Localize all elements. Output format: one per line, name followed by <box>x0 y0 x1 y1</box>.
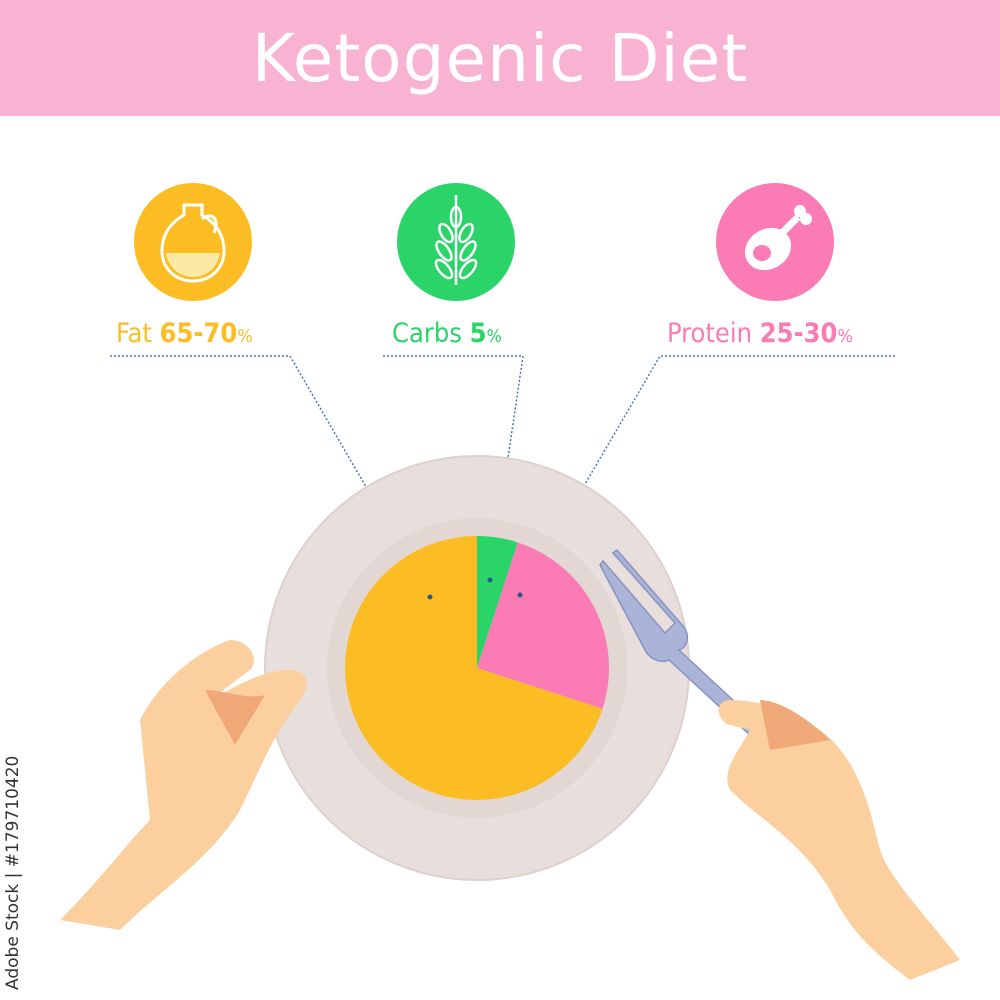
pie-slice-fat <box>345 536 603 800</box>
ham-leg-icon <box>716 183 834 301</box>
carbs-name: Carbs <box>392 318 462 349</box>
fat-unit: % <box>237 326 253 347</box>
wheat-icon <box>397 183 515 301</box>
pie-slice-carbs <box>477 536 518 668</box>
fat-name: Fat <box>116 318 152 349</box>
carbs-unit: % <box>486 326 502 347</box>
fat-label: Fat 65-70% <box>116 318 253 349</box>
carbs-label: Carbs 5% <box>392 318 502 349</box>
protein-unit: % <box>837 326 853 347</box>
pie-chart <box>345 536 610 800</box>
left-hand-icon <box>60 640 307 930</box>
page-title: Ketogenic Diet <box>251 19 749 97</box>
title-banner: Ketogenic Diet <box>0 0 1000 116</box>
right-hand-icon <box>718 700 960 980</box>
carbs-value: 5 <box>469 318 487 349</box>
pie-slice-protein <box>477 542 610 709</box>
protein-value: 25-30 <box>759 318 838 349</box>
oil-jug-icon <box>134 183 252 301</box>
fat-value: 65-70 <box>159 318 238 349</box>
stock-credit: Adobe Stock | #179710420 <box>3 755 23 990</box>
carbs-leader <box>383 355 524 581</box>
protein-label: Protein 25-30% <box>667 318 853 349</box>
protein-name: Protein <box>667 318 753 349</box>
